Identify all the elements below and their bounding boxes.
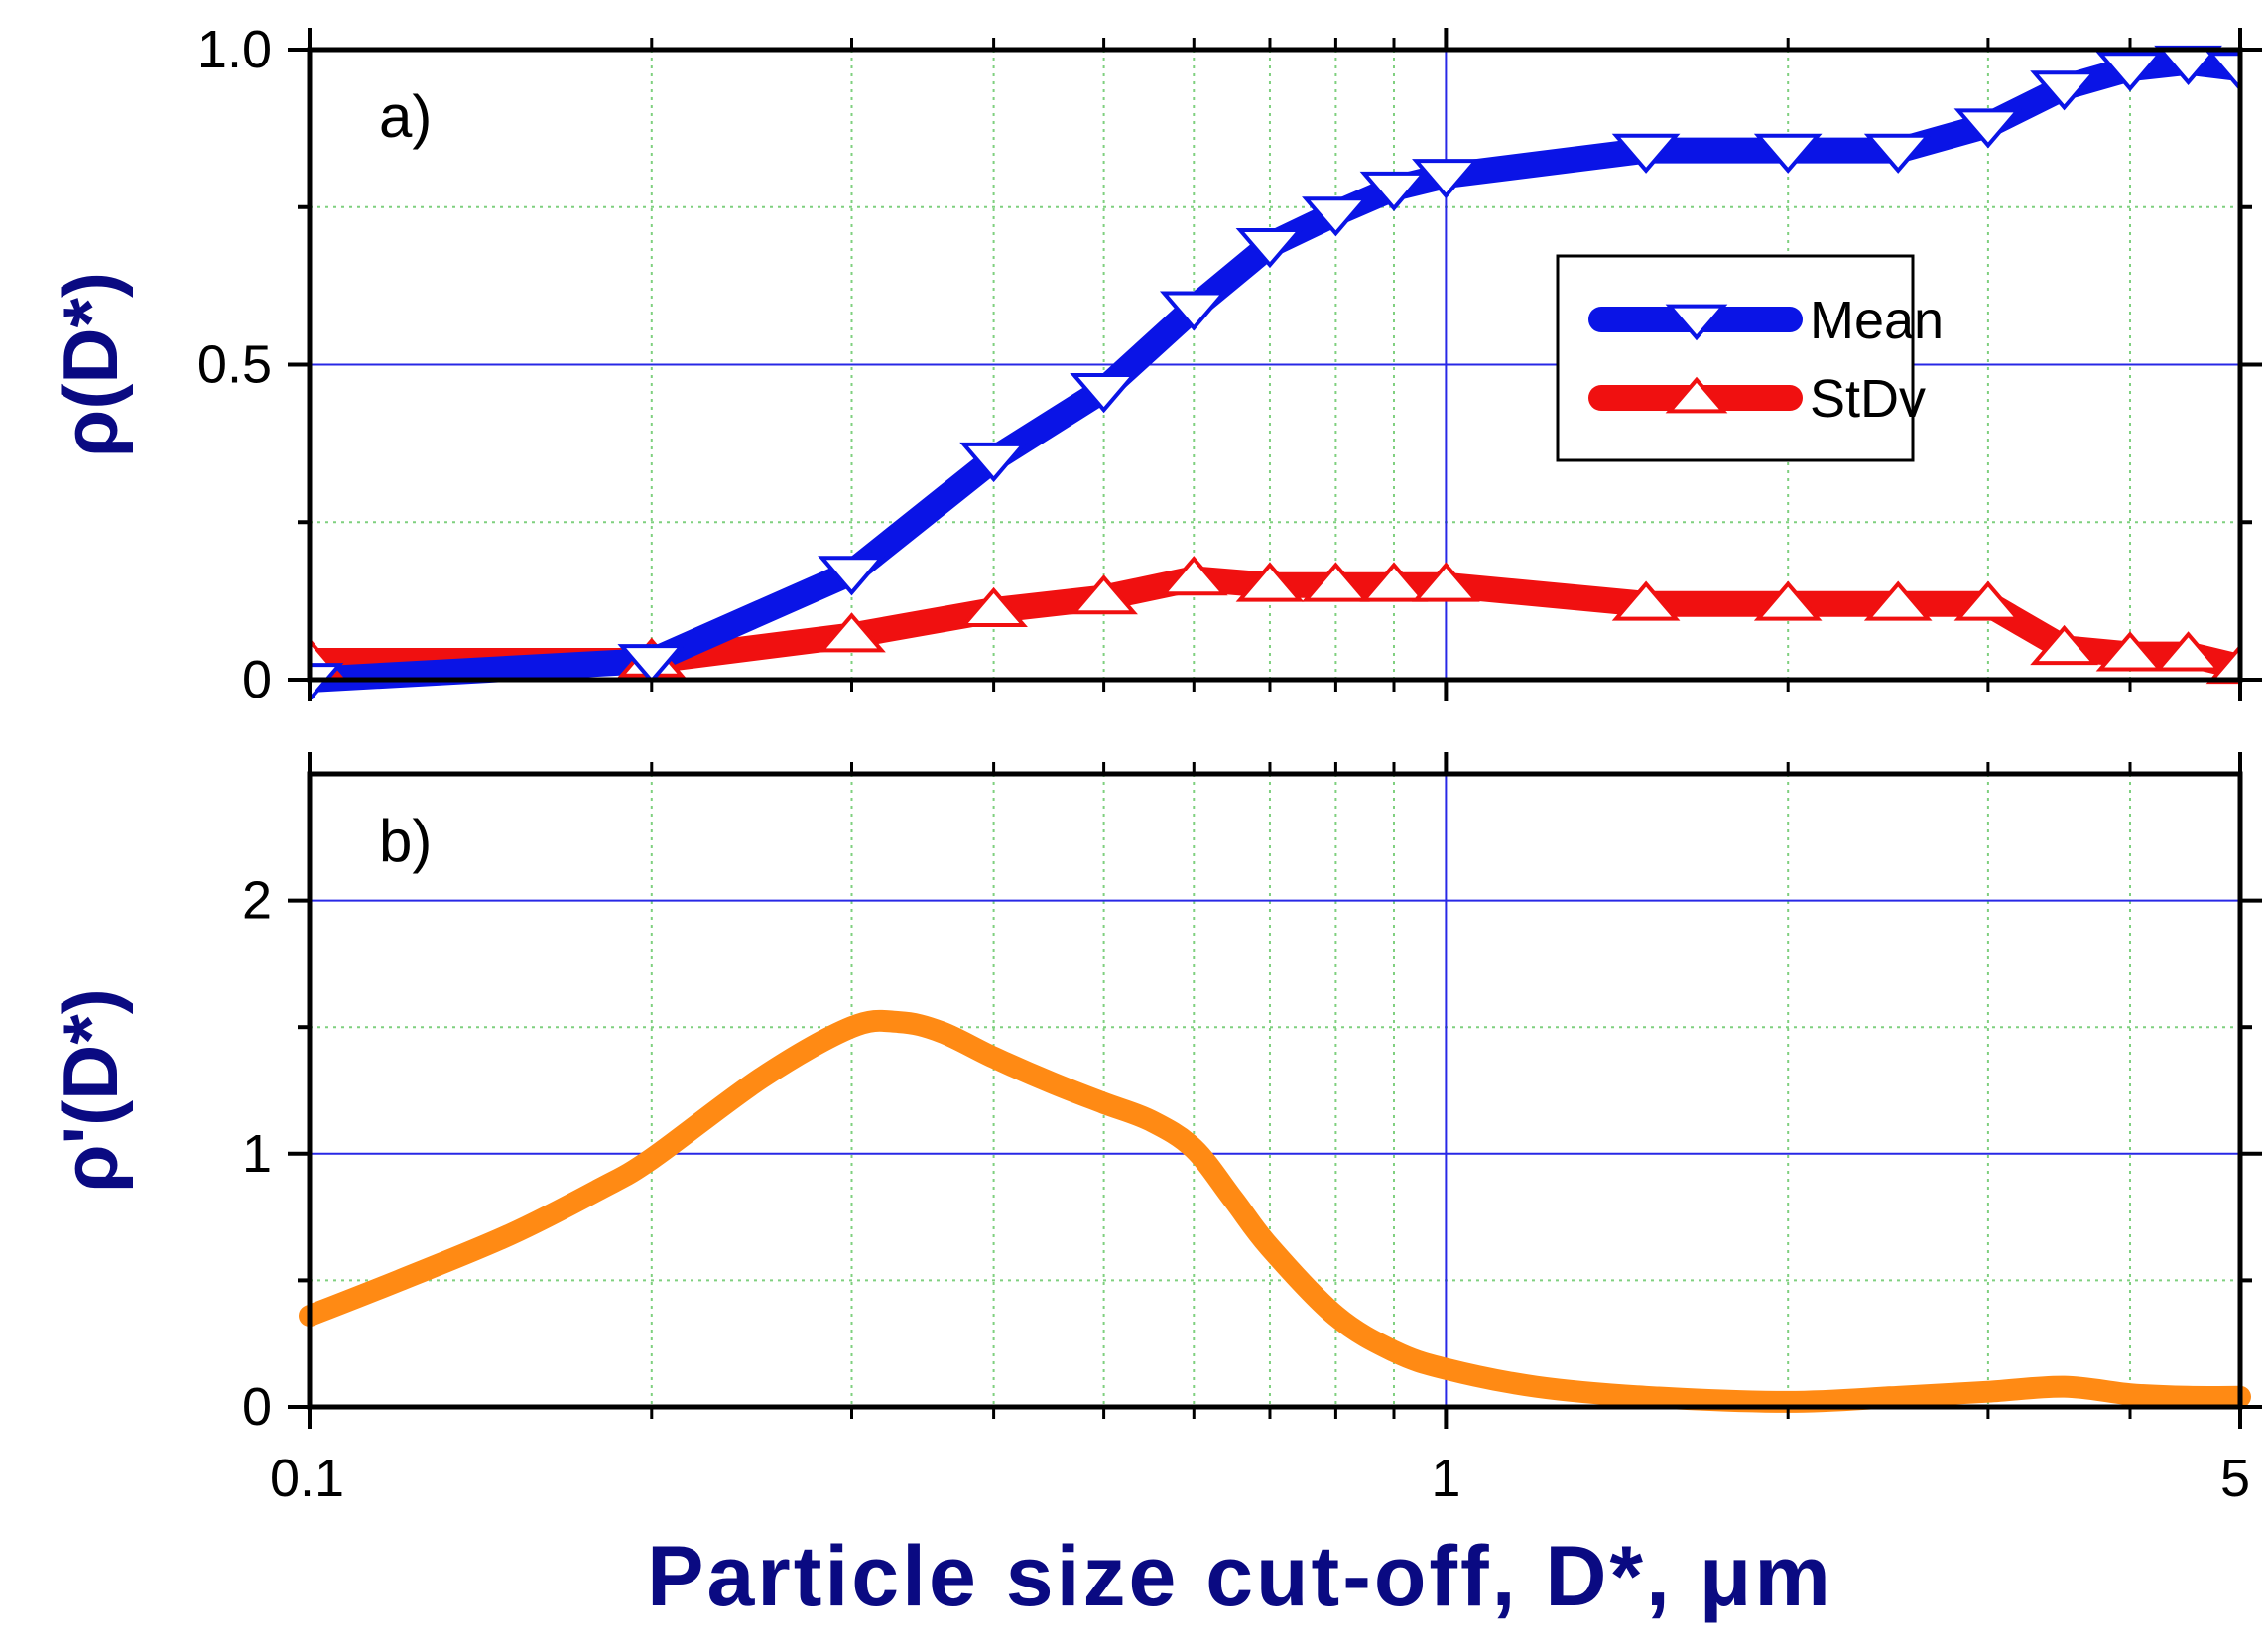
point-mean [1611,133,1681,174]
point-mean [818,556,886,596]
point-mean [1753,133,1823,174]
x-tick-label: 5 [2220,1449,2250,1508]
point-stdv [2030,624,2098,666]
panel-a: 0 0.5 1.0 a) ρ(D*) Mean StDv [47,20,2262,709]
point-stdv [1753,580,1823,621]
point-mean [1953,108,2023,149]
y-tick-label: 2 [242,871,272,931]
point-mean [1159,291,1228,331]
panel-a-series [310,45,2240,699]
legend-marker-mean [1665,304,1728,341]
y-tick-label: 0.5 [197,335,272,395]
x-tick-labels: 0.1 1 5 [270,1449,2250,1508]
panel-b-frame [307,771,2243,1410]
y-tick-label: 1.0 [197,20,272,79]
point-stdv [2154,631,2222,672]
legend-box [1556,254,1915,462]
x-tick-label: 1 [1431,1449,1460,1508]
legend-label-mean: Mean [1810,291,1944,350]
point-stdv [1302,562,1370,602]
point-mean [617,644,687,685]
x-axis-title: Particle size cut-off, D*, μm [647,1529,1833,1624]
point-stdv [1159,556,1228,596]
panel-a-ytick-labels: 0 0.5 1.0 [197,20,272,709]
point-stdv [1359,562,1429,602]
panel-b-ticks [288,752,2262,1429]
point-mean [2205,52,2240,92]
point-mean [1070,373,1138,414]
panel-b-ylabel: ρ'(D*) [47,988,134,1192]
point-stdv [2095,631,2165,672]
series-line-derivative [299,1009,2251,1413]
panel-a-ylabel: ρ(D*) [47,272,134,457]
panel-b-label: b) [379,808,432,874]
point-mean [2030,70,2098,111]
point-stdv [1611,580,1681,621]
legend-label-stdv: StDv [1810,369,1926,429]
panel-b-grid [310,774,2240,1407]
panel-a-ticks [288,28,2262,701]
legend-marker-stdv [1665,376,1728,414]
point-stdv [1953,580,2023,621]
panel-b-ytick-labels: 0 1 2 [242,871,272,1437]
point-stdv [818,612,886,653]
point-mean [1302,196,1370,237]
point-stdv [1235,562,1305,602]
point-stdv [1412,562,1480,602]
point-stdv [959,586,1028,627]
panel-b-series [299,1009,2251,1413]
point-mean [2095,52,2165,92]
point-mean [1412,159,1480,199]
point-mean [1359,171,1429,212]
point-mean [310,663,344,699]
y-tick-label: 1 [242,1124,272,1184]
panel-b: 0 1 2 0.1 1 5 b) ρ'(D*) Particle size cut-of… [47,752,2262,1624]
x-tick-label: 0.1 [270,1449,344,1508]
point-stdv [1070,574,1138,615]
point-stdv [1863,580,1933,621]
point-mean [1863,133,1933,174]
point-mean [1235,228,1305,269]
y-tick-label: 0 [242,1377,272,1437]
panel-a-label: a) [379,83,432,150]
y-tick-label: 0 [242,650,272,709]
legend: Mean StDv [1556,254,1944,462]
point-mean [959,442,1028,483]
point-stdv [2205,643,2240,685]
